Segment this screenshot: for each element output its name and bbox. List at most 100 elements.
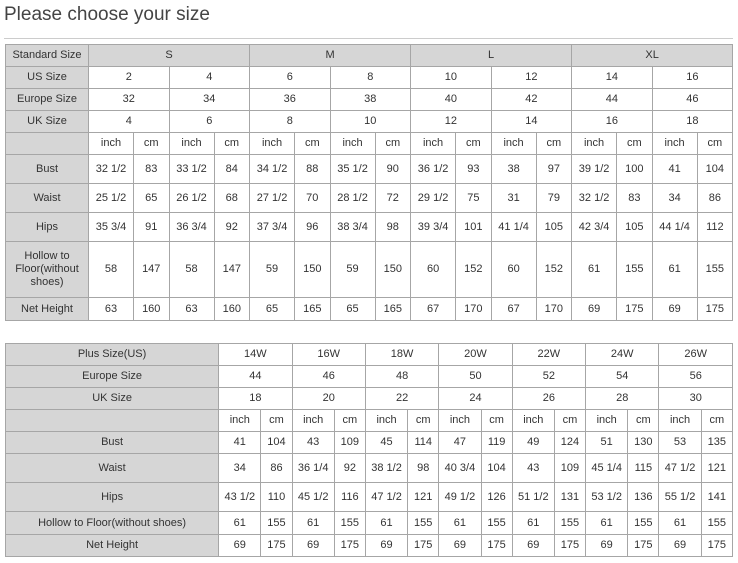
size-cell: 8 bbox=[249, 110, 331, 133]
unit-inch: inch bbox=[658, 409, 702, 432]
measurement-cell: 101 bbox=[455, 212, 492, 242]
measurement-cell: 27 1/2 bbox=[249, 183, 296, 213]
measurement-cell: 69 bbox=[291, 534, 335, 557]
size-cell: 52 bbox=[511, 365, 587, 388]
measurement-cell: 59 bbox=[329, 241, 376, 298]
row-label: Bust bbox=[5, 154, 89, 184]
size-group-header: S bbox=[87, 44, 251, 67]
unit-inch: inch bbox=[364, 409, 409, 432]
measurement-cell: 38 bbox=[490, 154, 537, 184]
row-label: Hollow to Floor(without shoes) bbox=[5, 241, 89, 298]
size-cell: 22 bbox=[364, 387, 440, 410]
measurement-cell: 67 bbox=[490, 297, 537, 321]
measurement-cell: 44 1/4 bbox=[651, 212, 698, 242]
unit-inch: inch bbox=[438, 409, 482, 432]
measurement-cell: 92 bbox=[333, 453, 366, 483]
measurement-cell: 61 bbox=[438, 511, 482, 535]
measurement-cell: 141 bbox=[700, 482, 734, 512]
size-cell: 16 bbox=[651, 66, 734, 89]
measurement-cell: 92 bbox=[213, 212, 251, 242]
measurement-cell: 75 bbox=[455, 183, 492, 213]
measurement-cell: 69 bbox=[511, 534, 555, 557]
measurement-cell: 155 bbox=[407, 511, 440, 535]
measurement-cell: 135 bbox=[700, 431, 734, 454]
measurement-cell: 160 bbox=[133, 297, 170, 321]
measurement-cell: 88 bbox=[294, 154, 331, 184]
unit-inch: inch bbox=[329, 132, 376, 155]
size-group-header: XL bbox=[571, 44, 734, 67]
size-row: US Size 2 4 6 8 10 12 14 16 bbox=[5, 66, 734, 89]
unit-cm: cm bbox=[700, 409, 734, 432]
measurement-cell: 39 3/4 bbox=[410, 212, 457, 242]
measurement-cell: 58 bbox=[168, 241, 215, 298]
measurement-cell: 104 bbox=[260, 431, 293, 454]
size-cell: 22W bbox=[511, 343, 587, 366]
unit-row: inch cm inch cm inch cm inch cm inch cm inch cm inch… bbox=[4, 409, 734, 432]
measurement-cell: 32 1/2 bbox=[571, 183, 618, 213]
measurement-cell: 86 bbox=[696, 183, 734, 213]
unit-inch: inch bbox=[410, 132, 457, 155]
measurement-cell: 43 bbox=[291, 431, 335, 454]
measurement-cell: 69 bbox=[218, 534, 262, 557]
measurement-cell: 105 bbox=[616, 212, 653, 242]
measurement-cell: 104 bbox=[696, 154, 734, 184]
size-group-header: M bbox=[249, 44, 412, 67]
measurement-cell: 175 bbox=[407, 534, 440, 557]
size-cell: 28 bbox=[585, 387, 660, 410]
measurement-cell: 51 bbox=[585, 431, 629, 454]
measurement-cell: 63 bbox=[88, 297, 134, 321]
measurement-cell: 53 bbox=[658, 431, 702, 454]
measurement-cell: 112 bbox=[696, 212, 734, 242]
unit-inch: inch bbox=[168, 132, 215, 155]
measurement-cell: 41 bbox=[218, 431, 262, 454]
measurement-cell: 116 bbox=[333, 482, 366, 512]
unit-cm: cm bbox=[553, 409, 587, 432]
measurement-cell: 152 bbox=[455, 241, 492, 298]
measurement-cell: 60 bbox=[410, 241, 457, 298]
measurement-cell: 34 1/2 bbox=[249, 154, 296, 184]
unit-inch: inch bbox=[490, 132, 537, 155]
measurement-cell: 93 bbox=[455, 154, 492, 184]
measurement-cell: 136 bbox=[627, 482, 660, 512]
unit-inch: inch bbox=[218, 409, 262, 432]
measurement-cell: 47 bbox=[438, 431, 482, 454]
measurement-cell: 109 bbox=[553, 453, 587, 483]
size-cell: 34 bbox=[168, 88, 251, 111]
size-cell: 44 bbox=[218, 365, 293, 388]
size-group-header: L bbox=[410, 44, 573, 67]
measurement-cell: 38 3/4 bbox=[329, 212, 376, 242]
size-cell: 46 bbox=[651, 88, 734, 111]
size-cell: 10 bbox=[329, 110, 412, 133]
measurement-row: Waist 34 86 36 1/4 92 38 1/2 98 40 3/4 104 43 109 4… bbox=[4, 453, 734, 483]
measurement-row: Net Height 69 175 69 175 69 175 69 175 69 175 69 175… bbox=[4, 534, 734, 557]
size-cell: 12 bbox=[410, 110, 492, 133]
measurement-cell: 29 1/2 bbox=[410, 183, 457, 213]
size-cell: 6 bbox=[249, 66, 331, 89]
size-cell: 12 bbox=[490, 66, 573, 89]
row-label: UK Size bbox=[4, 387, 220, 410]
measurement-cell: 170 bbox=[535, 297, 573, 321]
measurement-cell: 61 bbox=[658, 511, 702, 535]
measurement-cell: 79 bbox=[535, 183, 573, 213]
unit-inch: inch bbox=[571, 132, 618, 155]
unit-cm: cm bbox=[627, 409, 660, 432]
measurement-cell: 114 bbox=[407, 431, 440, 454]
page-title: Please choose your size bbox=[4, 4, 210, 25]
unit-cm: cm bbox=[374, 132, 412, 155]
size-cell: 18 bbox=[218, 387, 293, 410]
measurement-cell: 68 bbox=[213, 183, 251, 213]
measurement-cell: 70 bbox=[294, 183, 331, 213]
title-divider bbox=[4, 38, 733, 39]
unit-cm: cm bbox=[133, 132, 170, 155]
measurement-cell: 105 bbox=[535, 212, 573, 242]
size-row: Europe Size 44 46 48 50 52 54 56 bbox=[4, 365, 733, 388]
measurement-cell: 59 bbox=[249, 241, 296, 298]
size-cell: 4 bbox=[88, 110, 170, 133]
measurement-cell: 83 bbox=[133, 154, 170, 184]
measurement-cell: 165 bbox=[374, 297, 412, 321]
measurement-cell: 175 bbox=[553, 534, 587, 557]
measurement-cell: 121 bbox=[700, 453, 734, 483]
measurement-cell: 98 bbox=[374, 212, 412, 242]
measurement-cell: 49 bbox=[511, 431, 555, 454]
row-label bbox=[5, 132, 89, 155]
